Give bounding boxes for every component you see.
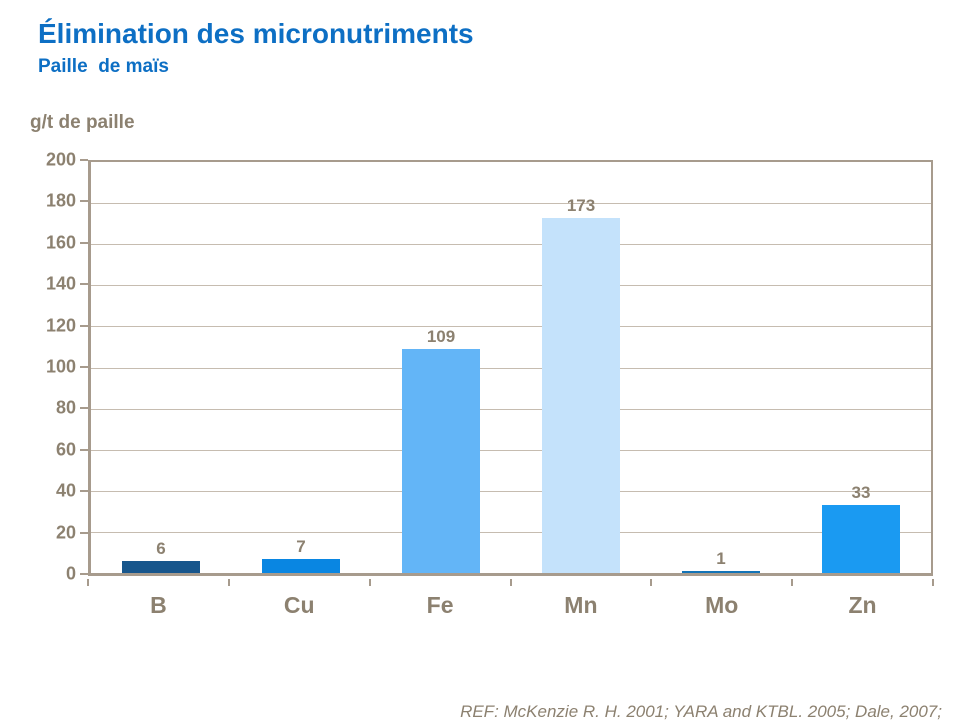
x-category-label-Mo: Mo <box>705 592 739 618</box>
bar-B <box>122 560 200 573</box>
gridline <box>91 203 931 205</box>
x-category-label-Cu: Cu <box>283 592 315 618</box>
gridline <box>91 408 931 410</box>
y-tick-mark <box>80 490 88 493</box>
chart-subtitle: Paille de maïs <box>38 56 169 77</box>
y-tick-label: 20 <box>55 522 76 543</box>
y-tick-label: 0 <box>65 563 76 584</box>
y-tick-label: 160 <box>45 232 76 253</box>
y-tick-mark <box>80 324 88 327</box>
bar-value-label: 7 <box>296 536 306 556</box>
chart-title: Élimination des micronutriments <box>38 18 474 49</box>
gridline <box>91 490 931 492</box>
y-tick-label: 120 <box>45 315 76 336</box>
x-category-label-Mn: Mn <box>564 592 598 618</box>
gridline <box>91 285 931 287</box>
plot-area: 6 7 109 173 1 33 <box>88 160 933 576</box>
y-tick-mark <box>80 573 88 575</box>
x-category-label-Fe: Fe <box>426 592 454 618</box>
bar-slot-Mo: 1 <box>651 162 791 573</box>
bar-Zn <box>822 505 900 573</box>
x-tick-mark <box>368 579 371 586</box>
bar-slot-Mn: 173 <box>511 162 651 573</box>
bar-slot-Zn: 33 <box>791 162 931 573</box>
bar-slot-B: 6 <box>91 162 231 573</box>
x-category-label-Zn: Zn <box>848 592 877 618</box>
x-category-label-B: B <box>150 592 167 618</box>
bar-value-label: 109 <box>426 327 456 347</box>
gridlines <box>91 162 931 573</box>
x-axis-labels: B Cu Fe Mn Mo Zn <box>88 592 933 619</box>
y-tick-label: 180 <box>45 190 76 211</box>
y-axis-title: g/t de paille <box>30 112 135 133</box>
bars: 6 7 109 173 1 33 <box>91 162 931 573</box>
x-axis-ticks <box>87 579 934 587</box>
y-tick-label: 80 <box>55 397 76 418</box>
bar-Mn <box>542 217 620 573</box>
gridline <box>91 531 931 533</box>
x-tick-mark <box>650 579 653 586</box>
bar-Cu <box>262 558 340 573</box>
y-tick-mark <box>80 407 88 410</box>
x-tick-mark <box>791 579 794 586</box>
y-tick-mark <box>80 366 88 368</box>
y-tick-label: 200 <box>45 149 76 170</box>
y-tick-label: 100 <box>45 356 76 377</box>
bar-value-label: 1 <box>716 548 726 568</box>
y-tick-mark <box>80 159 88 161</box>
reference-text: REF: McKenzie R. H. 2001; YARA and KTBL.… <box>460 652 942 720</box>
y-tick-mark <box>80 283 88 286</box>
bar-slot-Cu: 7 <box>231 162 371 573</box>
bar-Mo <box>682 570 760 573</box>
y-tick-label: 60 <box>55 439 76 460</box>
gridline <box>91 244 931 246</box>
y-axis-ticks <box>80 159 88 575</box>
y-tick-mark <box>80 531 88 534</box>
bar-value-label: 6 <box>156 538 166 558</box>
bar-value-label: 33 <box>851 483 871 503</box>
y-tick-mark <box>80 200 88 203</box>
y-tick-label: 40 <box>55 480 76 501</box>
y-tick-mark <box>80 241 88 244</box>
bar-Fe <box>402 349 480 573</box>
gridline <box>91 449 931 451</box>
x-tick-mark <box>227 579 230 586</box>
x-tick-mark <box>509 579 512 586</box>
x-tick-mark <box>932 579 934 586</box>
gridline <box>91 367 931 369</box>
y-axis-labels: 0 20 40 60 80 100 120 140 160 180 200 <box>0 150 76 584</box>
bar-value-label: 173 <box>566 195 596 215</box>
reference-line-1: REF: McKenzie R. H. 2001; YARA and KTBL.… <box>460 702 942 720</box>
y-tick-label: 140 <box>45 273 76 294</box>
x-tick-mark <box>87 579 89 586</box>
y-tick-mark <box>80 448 88 451</box>
bar-slot-Fe: 109 <box>371 162 511 573</box>
gridline <box>91 326 931 328</box>
